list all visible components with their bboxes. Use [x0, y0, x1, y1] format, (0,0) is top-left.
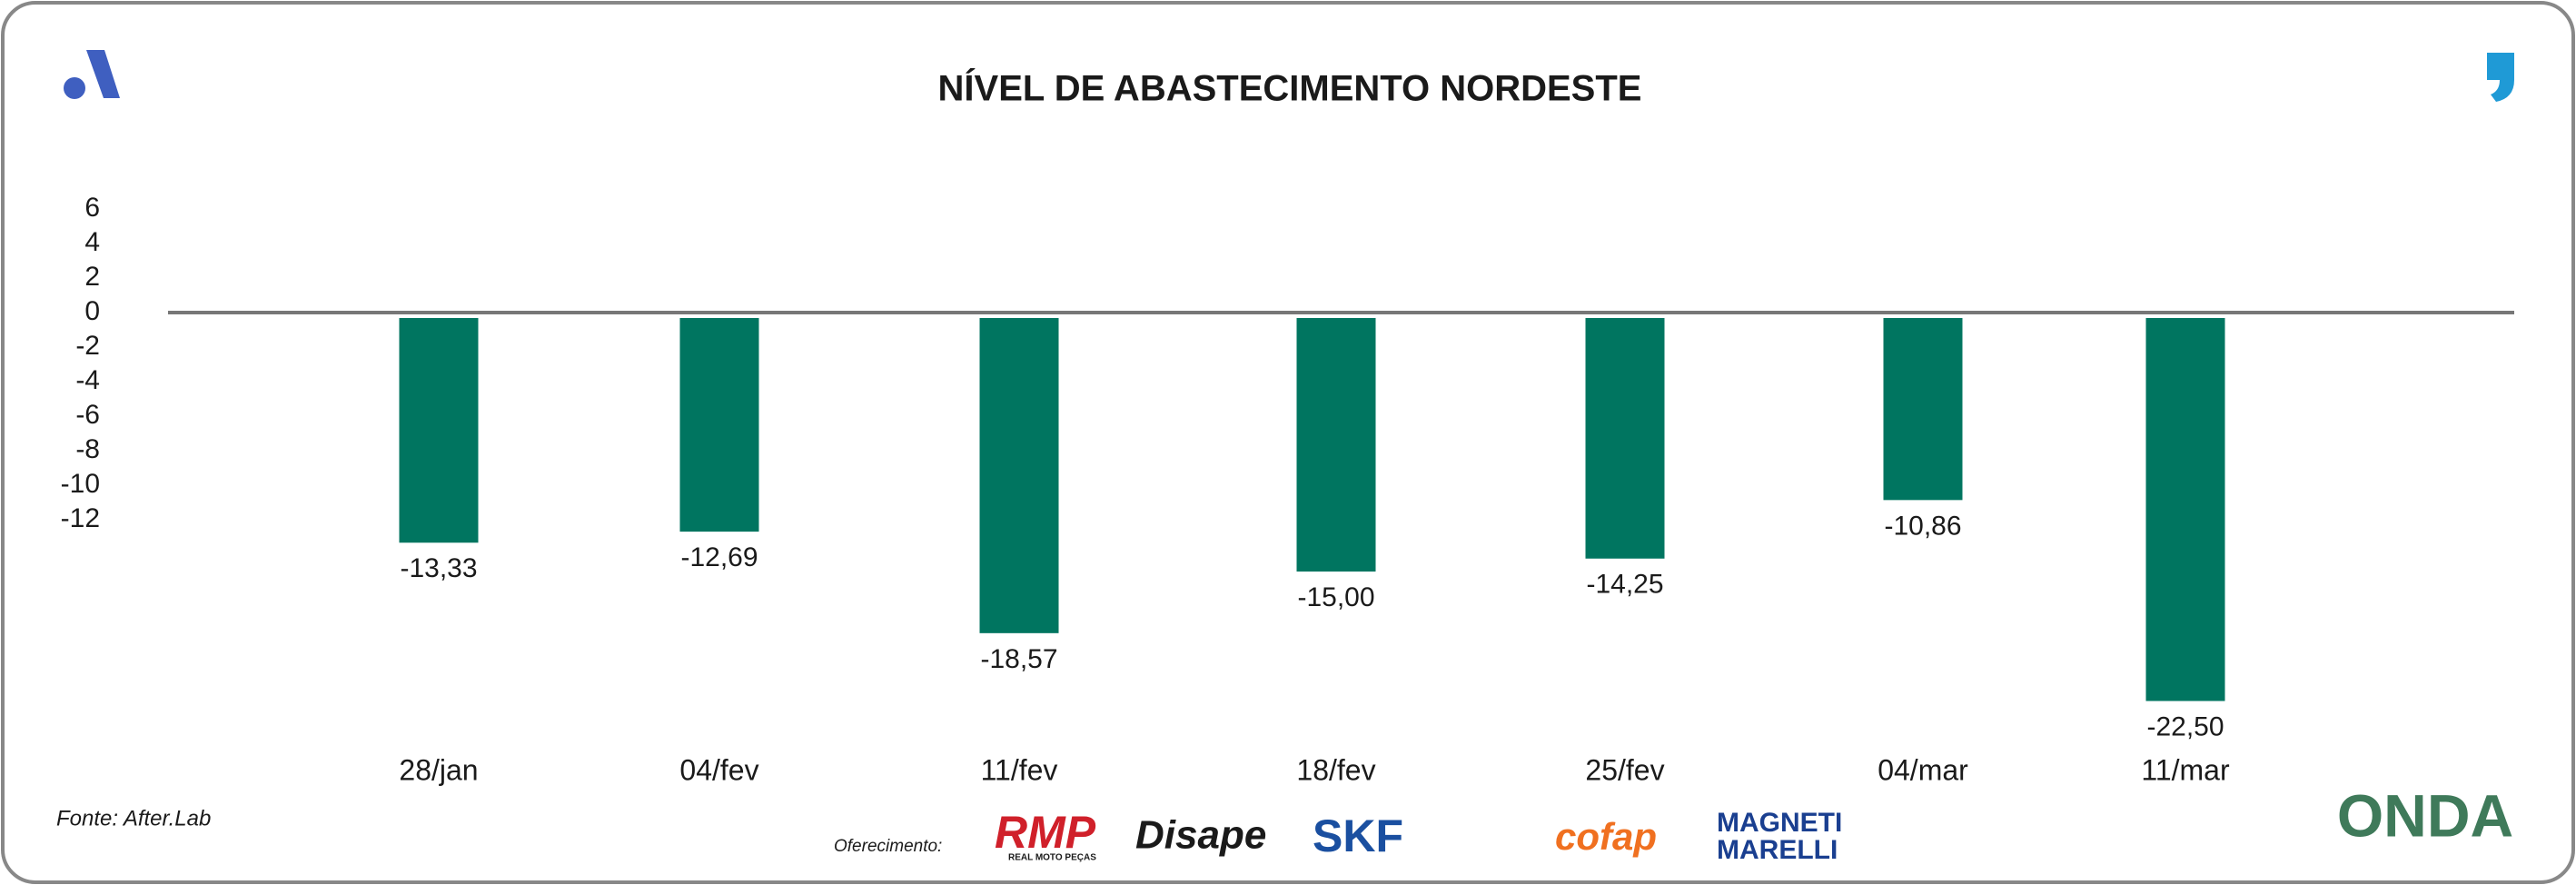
logo-a [64, 50, 120, 99]
x-tick-label: 11/mar [2141, 753, 2230, 786]
data-label: -15,00 [1297, 582, 1374, 612]
brand-logo: ONDA [2337, 781, 2513, 849]
bar [1585, 318, 1665, 559]
x-tick-label: 25/fev [1585, 753, 1664, 786]
data-label: -22,50 [2146, 711, 2224, 741]
sponsor-logo: SKF [1313, 810, 1403, 861]
data-label: -13,33 [400, 553, 477, 583]
x-tick-label: 04/fev [679, 753, 758, 786]
sponsor-logo: Disape [1135, 813, 1266, 858]
data-label: -18,57 [980, 644, 1057, 674]
data-label: -10,86 [1884, 511, 1961, 541]
x-tick-label: 18/fev [1296, 753, 1375, 786]
bar [399, 318, 479, 543]
sponsor-logo: RMP [995, 807, 1096, 858]
logo-quote [2487, 53, 2514, 102]
y-tick-label: 2 [84, 262, 100, 292]
data-label: -14,25 [1586, 570, 1663, 600]
sponsor-logo: cofap [1555, 815, 1657, 858]
x-tick-label: 11/fev [981, 753, 1058, 786]
y-tick-label: 6 [84, 193, 100, 223]
sponsor-label: Oferecimento: [834, 837, 942, 856]
sponsor-logo: MAGNETI [1717, 808, 1842, 838]
x-tick-label: 04/mar [1878, 753, 1968, 786]
y-tick-label: 0 [84, 296, 100, 326]
source: Fonte: After.Lab [56, 806, 211, 830]
bar [1296, 318, 1376, 572]
y-tick-label: 4 [84, 227, 100, 257]
bar [2145, 318, 2225, 701]
y-tick-label: -6 [75, 400, 100, 430]
bar [1883, 318, 1963, 501]
y-tick-label: -4 [75, 365, 100, 395]
chart-title: NÍVEL DE ABASTECIMENTO NORDESTE [938, 68, 1642, 109]
bar [979, 318, 1059, 633]
sponsor-logo: REAL MOTO PEÇAS [1008, 853, 1096, 863]
y-tick-label: -2 [75, 331, 100, 361]
bar [679, 318, 759, 532]
y-tick-label: -12 [61, 503, 100, 533]
y-tick-label: -10 [61, 469, 100, 499]
sponsor-logo: MARELLI [1717, 835, 1838, 865]
y-tick-label: -8 [75, 434, 100, 464]
data-label: -12,69 [680, 542, 758, 572]
x-tick-label: 28/jan [399, 753, 478, 786]
